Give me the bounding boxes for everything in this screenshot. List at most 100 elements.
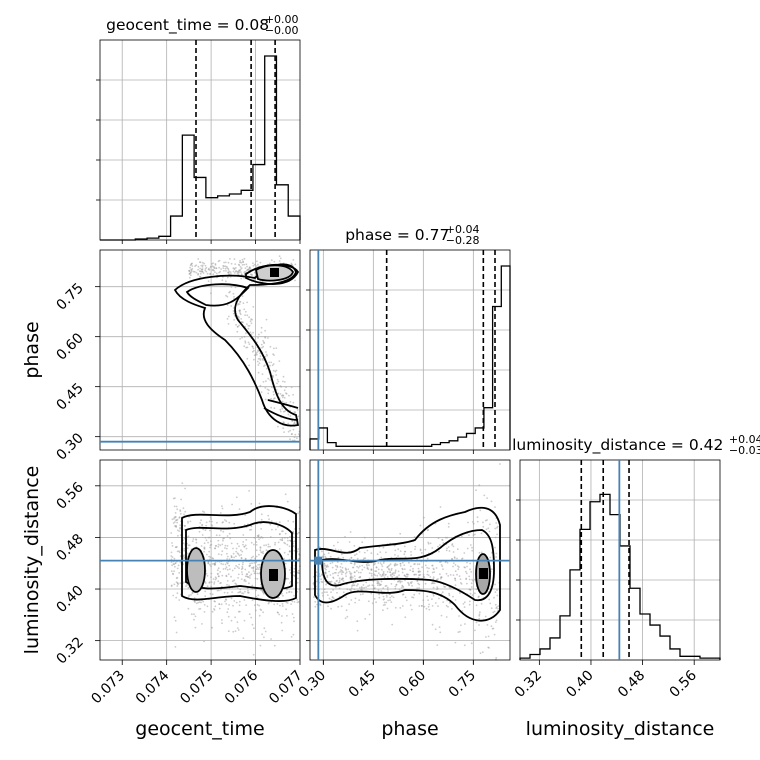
sample-point <box>206 574 209 577</box>
title-lower-error: −0.28 <box>446 234 480 247</box>
sample-point <box>239 301 241 303</box>
sample-point <box>454 577 456 580</box>
sample-point <box>426 566 428 569</box>
title-upper-error: +0.00 <box>265 13 299 26</box>
sample-point <box>265 318 268 321</box>
sample-point <box>264 387 267 389</box>
sample-point <box>290 603 292 605</box>
sample-point <box>233 258 236 260</box>
sample-point <box>268 518 270 521</box>
sample-point <box>395 583 398 586</box>
sample-point <box>328 570 330 573</box>
sample-point <box>201 261 204 264</box>
sample-point <box>203 640 206 643</box>
sample-point <box>364 618 367 620</box>
sample-point <box>361 568 364 571</box>
sample-point <box>250 525 253 528</box>
sample-point <box>386 607 389 610</box>
sample-point <box>253 358 255 361</box>
sample-point <box>204 590 207 593</box>
sample-point <box>349 573 352 576</box>
sample-point <box>255 565 257 568</box>
sample-point <box>201 264 204 267</box>
sample-point <box>228 564 231 567</box>
sample-point <box>474 629 476 632</box>
sample-point <box>293 549 296 552</box>
sample-point <box>240 568 243 571</box>
sample-point <box>297 569 300 572</box>
sample-point <box>200 545 203 547</box>
sample-point <box>439 631 442 634</box>
sample-point <box>315 580 318 583</box>
y-axis-label-luminosity_distance: luminosity_distance <box>21 466 43 655</box>
sample-point <box>469 600 471 603</box>
x-axis-label-phase: phase <box>381 718 438 740</box>
sample-point <box>289 415 292 417</box>
sample-point <box>175 577 178 580</box>
sample-point <box>198 601 201 603</box>
sample-point <box>469 589 472 591</box>
sample-point <box>179 510 182 512</box>
sample-point <box>377 562 380 564</box>
sample-point <box>279 604 281 607</box>
sample-point <box>224 600 226 603</box>
sample-point <box>494 591 497 593</box>
sample-point <box>378 596 381 599</box>
sample-point <box>220 588 222 591</box>
sample-point <box>189 272 192 274</box>
sample-point <box>394 569 397 572</box>
panel-title-phase: phase = 0.77 <box>345 226 449 244</box>
sample-point <box>397 570 400 573</box>
sample-point <box>351 576 354 579</box>
sample-point <box>411 581 413 583</box>
sample-point <box>188 596 190 598</box>
sample-point <box>243 345 246 348</box>
sample-point <box>278 255 281 257</box>
histogram-frame-geocent_time <box>99 39 301 241</box>
sample-point <box>468 588 471 591</box>
sample-point <box>382 573 384 576</box>
sample-point <box>404 579 406 582</box>
sample-point <box>287 577 289 580</box>
sample-point <box>223 537 226 540</box>
sample-point <box>437 605 439 607</box>
sample-point <box>270 638 272 640</box>
sample-point <box>257 563 260 566</box>
sample-point <box>244 267 247 269</box>
sample-point <box>327 605 329 608</box>
sample-point <box>188 276 191 279</box>
sample-point <box>296 598 299 601</box>
sample-point <box>271 528 273 531</box>
sample-point <box>341 566 344 569</box>
sample-point <box>292 520 295 523</box>
sample-point <box>318 546 321 549</box>
sample-point <box>437 537 440 540</box>
sample-point <box>208 582 211 584</box>
sample-point <box>283 431 285 433</box>
panel-title-geocent_time: geocent_time = 0.08 <box>106 16 269 35</box>
sample-point <box>453 557 456 559</box>
sample-point <box>284 562 287 565</box>
sample-point <box>411 596 413 599</box>
sample-point <box>382 598 385 601</box>
sample-point <box>373 563 375 566</box>
sample-point <box>257 568 260 570</box>
sample-point <box>297 577 299 580</box>
sample-point <box>265 351 267 353</box>
sample-point <box>284 493 287 496</box>
sample-point <box>227 630 230 633</box>
sample-point <box>419 524 422 527</box>
sample-point <box>213 600 216 603</box>
sample-point <box>361 541 364 544</box>
sample-point <box>377 572 380 574</box>
sample-point <box>333 544 335 547</box>
sample-point <box>185 585 187 587</box>
sample-point <box>359 586 361 589</box>
sample-point <box>183 554 185 557</box>
sample-point <box>291 433 293 435</box>
sample-point <box>245 547 248 550</box>
sample-point <box>204 595 207 598</box>
sample-point <box>366 564 368 567</box>
sample-point <box>224 563 227 566</box>
sample-point <box>170 532 173 534</box>
